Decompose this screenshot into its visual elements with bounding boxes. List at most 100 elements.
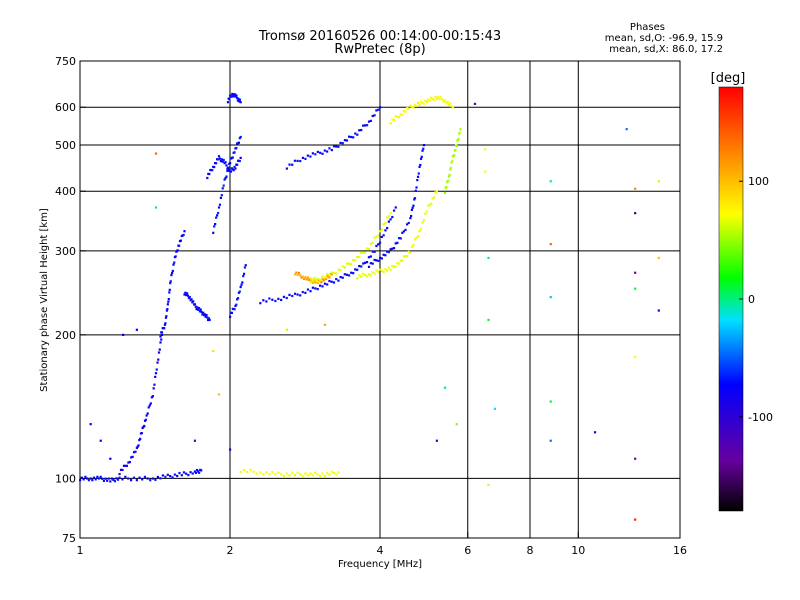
data-point: [328, 279, 331, 283]
data-point: [330, 273, 333, 276]
data-point: [191, 472, 194, 475]
data-point: [356, 256, 359, 259]
data-point: [416, 178, 419, 182]
data-point: [226, 169, 229, 173]
data-point: [164, 475, 167, 478]
data-point: [657, 180, 660, 183]
data-point: [417, 172, 420, 175]
data-point: [487, 483, 490, 486]
y-tick-label: 300: [55, 245, 76, 258]
data-point: [321, 285, 324, 288]
colorbar-label: [deg]: [711, 71, 746, 86]
y-tick-label: 400: [55, 185, 76, 198]
data-point: [418, 165, 421, 169]
data-point: [365, 124, 369, 127]
data-point: [295, 271, 298, 274]
data-point: [128, 460, 131, 464]
data-point: [160, 331, 164, 334]
data-point: [233, 93, 237, 96]
data-point: [326, 273, 329, 276]
data-point: [396, 262, 399, 265]
colorbar-tick-label: 100: [748, 175, 769, 188]
data-point: [246, 470, 249, 473]
data-point: [99, 439, 102, 442]
data-point: [163, 323, 167, 326]
data-point: [409, 217, 412, 220]
data-point: [236, 99, 239, 102]
data-point: [109, 457, 112, 460]
y-tick-label: 750: [55, 55, 76, 68]
data-point: [360, 128, 363, 132]
data-point: [166, 473, 169, 476]
data-point: [259, 302, 262, 305]
data-point: [304, 472, 307, 475]
data-point: [375, 109, 378, 112]
data-point: [354, 259, 357, 262]
data-point: [394, 242, 397, 245]
data-point: [213, 225, 216, 228]
data-point: [124, 475, 127, 478]
data-point: [218, 203, 222, 206]
data-point: [131, 455, 134, 458]
data-point: [84, 475, 87, 478]
y-axis-label: Stationary phase Virtual Height [km]: [39, 208, 50, 392]
data-point: [229, 170, 233, 173]
data-point: [230, 311, 233, 315]
data-point: [404, 255, 407, 258]
data-point: [425, 210, 429, 213]
data-point: [150, 396, 153, 399]
data-point: [158, 348, 161, 351]
data-point: [143, 424, 146, 428]
data-point: [96, 475, 99, 478]
data-point: [443, 386, 447, 389]
data-point: [369, 262, 372, 265]
data-point: [442, 100, 445, 103]
data-point: [449, 166, 453, 170]
data-point: [401, 113, 404, 116]
data-point: [412, 106, 415, 109]
data-point: [139, 437, 142, 440]
data-point: [434, 191, 437, 194]
data-point: [335, 272, 338, 275]
data-point: [190, 298, 193, 301]
data-point: [198, 310, 202, 313]
data-point: [94, 478, 97, 481]
data-point: [455, 144, 458, 148]
data-point: [231, 95, 235, 98]
data-point: [235, 303, 238, 306]
data-point: [345, 273, 349, 276]
data-point: [282, 474, 286, 478]
data-point: [421, 101, 424, 104]
data-point: [193, 303, 197, 306]
data-point: [225, 175, 228, 178]
data-point: [137, 444, 140, 447]
data-point: [416, 101, 420, 104]
data-point: [428, 99, 431, 102]
data-point: [328, 276, 331, 279]
data-point: [330, 280, 333, 283]
data-point: [122, 333, 125, 337]
data-point: [435, 190, 438, 193]
data-point: [443, 99, 447, 102]
y-axis-ticks: 75 100 200 300 400 500 600 750: [55, 55, 86, 545]
data-point: [299, 159, 302, 163]
data-point: [182, 471, 186, 474]
x-tick-label: 16: [673, 544, 687, 557]
data-point: [168, 291, 171, 294]
data-point: [186, 292, 189, 295]
data-point: [212, 231, 215, 234]
data-point: [360, 265, 363, 268]
data-point: [394, 115, 397, 118]
data-point: [239, 470, 242, 474]
data-point: [274, 472, 277, 476]
data-point: [179, 239, 182, 242]
data-point: [234, 95, 237, 98]
data-point: [116, 478, 120, 481]
data-point: [197, 308, 200, 311]
data-point: [319, 278, 322, 281]
data-point: [236, 163, 239, 166]
data-point: [187, 473, 190, 477]
data-point: [421, 149, 424, 152]
data-point: [414, 189, 417, 192]
data-point: [232, 93, 235, 96]
